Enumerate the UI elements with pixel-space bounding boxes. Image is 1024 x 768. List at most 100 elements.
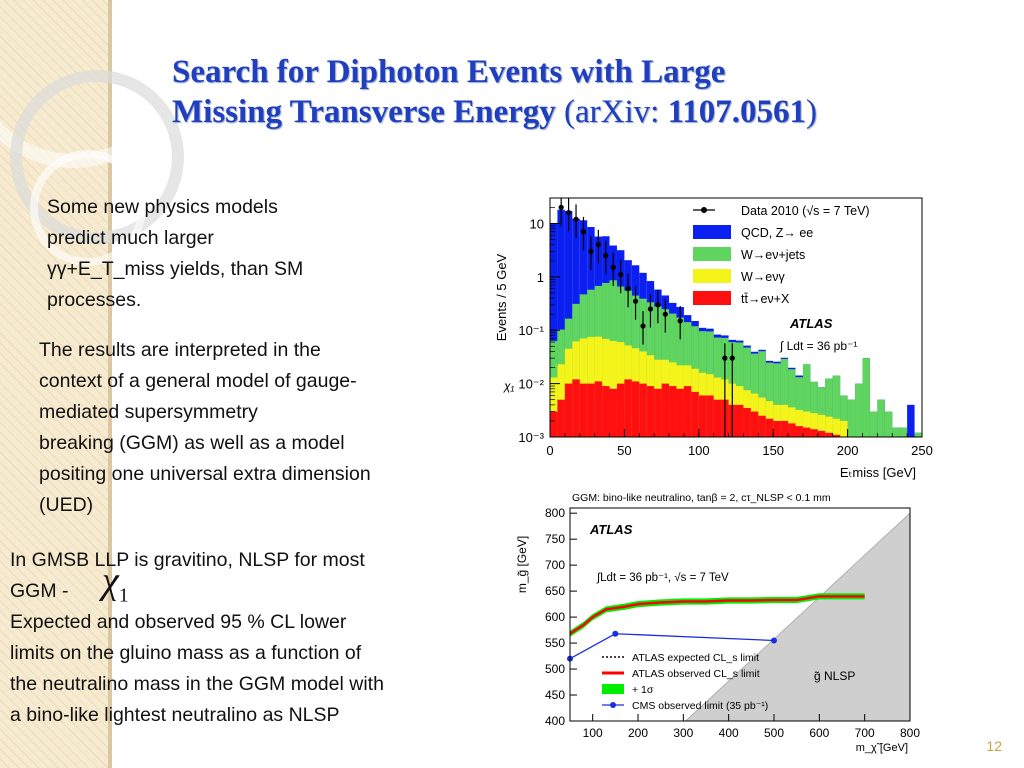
histogram-bar [795, 377, 803, 437]
legend-label: W→eνγ [741, 270, 786, 284]
data-point [580, 229, 587, 235]
histogram-bar [736, 404, 744, 437]
histogram-bar [780, 420, 789, 437]
y-tick-label: 450 [545, 688, 565, 702]
histogram-bar [616, 383, 625, 437]
histogram-bar [832, 375, 841, 437]
x-tick-label: 200 [628, 726, 648, 740]
histogram-bar [780, 358, 789, 437]
plot-frame [569, 507, 911, 722]
histogram-bar [572, 379, 580, 437]
y-tick-label: 10⁻² [518, 377, 544, 392]
histogram-bar [840, 420, 848, 437]
histogram-bar [550, 411, 558, 437]
histogram-bar [825, 432, 833, 437]
text-line: mediated supersymmetry [39, 401, 258, 423]
data-point [603, 253, 609, 259]
histogram-bar [817, 414, 826, 437]
data-point [632, 298, 639, 304]
histogram-bar [795, 410, 803, 437]
cms-limit-point [612, 630, 619, 637]
histogram-bar [802, 411, 811, 437]
histogram-bar [862, 358, 870, 437]
x-tick-label: 250 [911, 443, 933, 458]
histogram-bar [691, 391, 699, 437]
data-point [677, 318, 683, 324]
y-tick-label: 10 [530, 216, 544, 231]
legend-marker [701, 207, 707, 213]
data-point [566, 209, 572, 216]
y-tick-label: 1 [537, 270, 544, 285]
legend-label: QCD, Z→ ee [741, 226, 813, 240]
histogram-bar [899, 427, 908, 437]
histogram-bar [802, 427, 811, 437]
data-point [647, 306, 654, 312]
legend-label: ATLAS expected CL_s limit [632, 652, 759, 664]
histogram-bar [810, 381, 818, 437]
y-tick-label: 400 [545, 714, 565, 728]
histogram-bar [758, 415, 766, 437]
observed-limit-line [569, 595, 865, 635]
histogram-bar [795, 426, 803, 437]
data-point [640, 323, 646, 329]
x-tick-label: 50 [617, 443, 631, 458]
histogram-bar [594, 381, 603, 437]
x-tick-label: 500 [764, 726, 784, 740]
y-tick-label: 550 [545, 636, 565, 650]
y-tick-label: 700 [545, 558, 565, 572]
paragraph-ggm-ued: The results are interpreted in the conte… [39, 335, 371, 521]
x-tick-label: 100 [688, 443, 710, 458]
decorative-ring-3 [30, 150, 146, 266]
text-line: GGM - χ1 [10, 562, 384, 607]
histogram-bar [758, 351, 766, 437]
legend-label: ATLAS observed CL_s limit [632, 668, 760, 680]
histogram-bar [788, 423, 796, 437]
histogram-bar [832, 434, 841, 437]
x-axis-label: m_χ̃ [GeV] [856, 742, 908, 754]
cms-limit-point [771, 637, 777, 644]
paragraph-new-physics: Some new physics models predict much lar… [47, 192, 303, 316]
y-tick-label: 800 [545, 506, 565, 520]
histogram-bar [713, 399, 722, 437]
luminosity-label: ∫Ldt = 36 pb⁻¹, √s = 7 TeV [596, 571, 729, 584]
text-line: context of a general model of gauge- [39, 370, 357, 392]
title-line-1: Search for Diphoton Events with Large [172, 54, 726, 90]
data-point [729, 355, 735, 361]
histogram-bar [817, 430, 826, 437]
histogram-bar [646, 386, 655, 437]
histogram-bar [877, 399, 885, 437]
data-point [662, 311, 668, 317]
histogram-bar [557, 399, 565, 437]
histogram-bar [825, 416, 833, 437]
histogram-bar [550, 377, 558, 437]
chi-symbol: χ1 [102, 560, 129, 607]
data-point [625, 286, 631, 292]
histogram-bar [631, 381, 640, 437]
x-tick-label: 300 [673, 726, 693, 740]
histogram-bar [884, 411, 893, 437]
histogram-bar [907, 404, 915, 437]
legend-swatch [602, 684, 624, 694]
text-line: a bino-like lightest neutralino as NLSP [10, 704, 340, 726]
text-line: the neutralino mass in the GGM model wit… [10, 673, 384, 695]
histogram-bar [676, 388, 684, 437]
legend-marker [610, 702, 616, 708]
histogram-bar [587, 383, 595, 437]
chart-title: GGM: bino-like neutralino, tanβ = 2, cτ_… [572, 492, 831, 504]
title-line-2: Missing Transverse Energy [172, 94, 556, 130]
histogram-bar [914, 432, 922, 437]
legend-swatch [693, 291, 731, 305]
histogram-bar [847, 399, 856, 437]
legend-label: W→eν+jets [741, 248, 805, 262]
x-tick-label: 700 [855, 726, 875, 740]
data-point [722, 355, 728, 361]
histogram-bar [810, 413, 818, 437]
legend-label: Data 2010 (√s = 7 TeV) [741, 204, 870, 218]
data-point [655, 302, 661, 308]
data-point [610, 264, 616, 271]
paragraph-gmsb-llp: In GMSB LLP is gravitino, NLSP for most … [10, 545, 384, 731]
histogram-bar [564, 383, 573, 437]
x-tick-label: 400 [719, 726, 739, 740]
histogram-bar [661, 383, 670, 437]
experiment-label: ATLAS [789, 316, 833, 331]
